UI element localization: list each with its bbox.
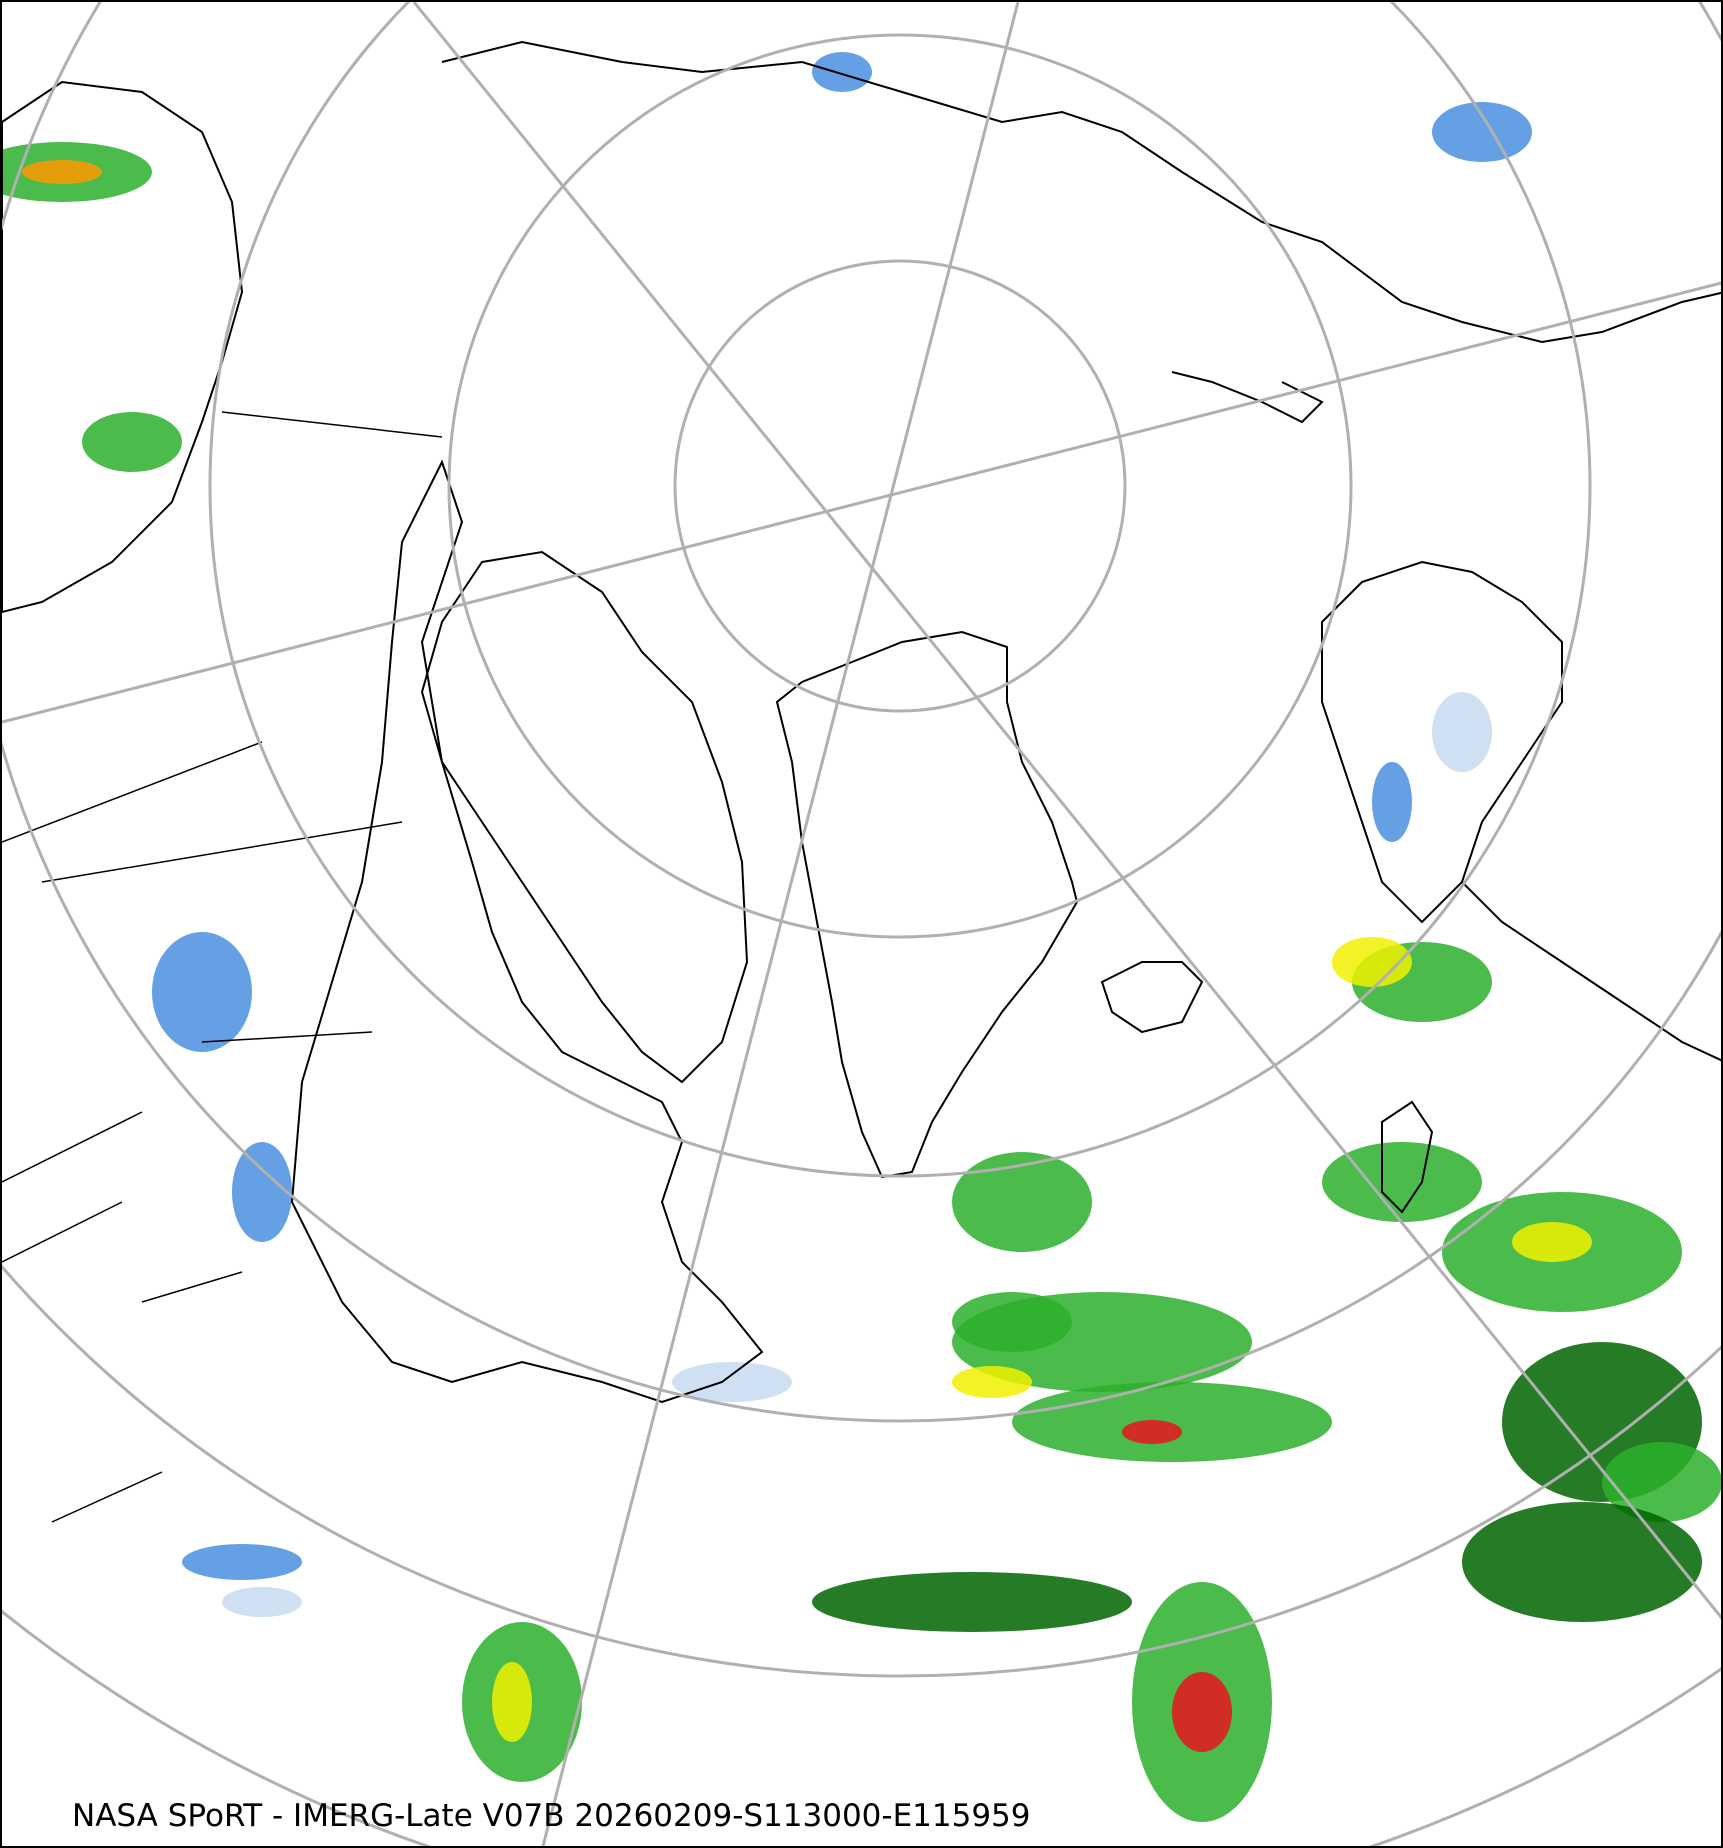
latitude-circle	[2, 2, 1721, 1423]
meridian-line	[541, 2, 1020, 1846]
state-borders	[2, 411, 443, 1523]
precipitation-area	[152, 932, 252, 1052]
precipitation-area	[1432, 102, 1532, 162]
precipitation-area	[222, 1587, 302, 1617]
precipitation-area	[1322, 1142, 1482, 1222]
meridian-line	[412, 2, 1721, 1620]
precipitation-area	[952, 1292, 1072, 1352]
precipitation-layer	[2, 52, 1721, 1822]
precipitation-area	[182, 1544, 302, 1580]
latitude-circle	[673, 259, 1127, 713]
precipitation-area	[1462, 1502, 1702, 1622]
precipitation-area	[672, 1362, 792, 1402]
iceland-outline	[1100, 961, 1204, 1034]
scandinavia-outline	[1321, 560, 1563, 924]
precipitation-area	[1372, 762, 1412, 842]
siberia-outline	[441, 40, 1721, 344]
precipitation-area	[232, 1142, 292, 1242]
latitude-circle	[208, 2, 1592, 1178]
north-america-outline	[290, 459, 764, 1404]
precipitation-area	[1172, 1672, 1232, 1752]
greenland-outline	[775, 630, 1079, 1179]
precipitation-area	[952, 1366, 1032, 1398]
british-isles-outline	[1381, 1100, 1434, 1214]
precipitation-area	[1332, 937, 1412, 987]
precipitation-area	[1122, 1420, 1182, 1444]
precipitation-area	[1432, 692, 1492, 772]
precipitation-area	[812, 52, 872, 92]
map-caption: NASA SPoRT - IMERG-Late V07B 20260209-S1…	[72, 1798, 1031, 1834]
precipitation-area	[1012, 1382, 1332, 1462]
precipitation-area	[82, 412, 182, 472]
precipitation-area	[952, 1152, 1092, 1252]
precipitation-area	[1512, 1222, 1592, 1262]
latitude-circle	[447, 33, 1353, 939]
canadian-arctic-outline	[420, 550, 749, 1084]
precipitation-area	[492, 1662, 532, 1742]
europe-outline	[1461, 881, 1721, 1062]
precipitation-area	[812, 1572, 1132, 1632]
latitude-circle	[2, 1264, 1721, 1678]
precipitation-area	[22, 160, 102, 184]
precipitation-area	[1602, 1442, 1721, 1522]
novaya-zemlya-outline	[1171, 371, 1324, 424]
meridian-line	[2, 281, 1721, 724]
